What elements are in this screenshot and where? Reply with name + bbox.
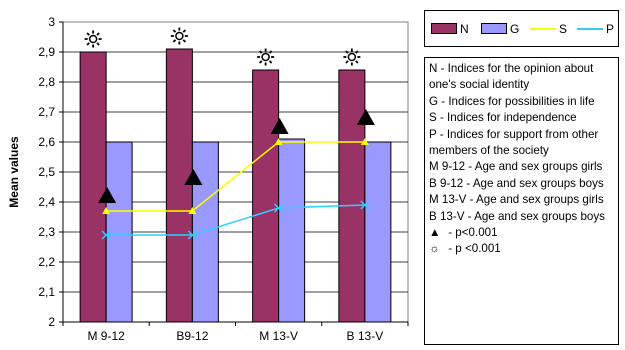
point-p <box>187 230 197 240</box>
bars <box>79 48 392 323</box>
sun-note-text: - p <0.001 <box>445 242 501 256</box>
key-lines: N - Indices for the opinion about one's … <box>429 61 614 225</box>
y-axis-ticks: 2 2,1 2,2 2,3 2,4 2,5 2,6 2,7 2,8 2,9 3 <box>38 15 64 329</box>
sun-ray <box>268 50 273 54</box>
legend-label: N <box>460 21 469 36</box>
key-line: N - Indices for the opinion about one's … <box>429 62 594 92</box>
y-tick-label: 2,3 <box>38 225 55 239</box>
y-tick-label: 2,9 <box>38 45 55 59</box>
sun-ray <box>355 50 359 54</box>
line-s <box>106 141 365 212</box>
point-p <box>101 230 111 240</box>
point-s <box>360 138 369 145</box>
sun-icon <box>175 31 184 41</box>
sun-ray <box>86 32 90 36</box>
sun-ray <box>345 50 349 54</box>
key-line: B 9-12 - Age and sex groups boys <box>429 176 604 190</box>
y-tick-label: 2,8 <box>38 75 55 89</box>
triangle-marker <box>270 118 289 134</box>
y-tick-label: 2,2 <box>38 255 55 269</box>
legend-swatch <box>530 27 556 30</box>
sun-ray <box>172 29 177 33</box>
point-p <box>274 203 284 213</box>
sun-ray <box>86 42 90 46</box>
bar-n <box>79 51 107 323</box>
key-line: P - Indices for support from other membe… <box>429 127 599 158</box>
x-tick-label: B9-12 <box>176 329 208 343</box>
legend-item-p: P <box>577 11 614 46</box>
triangle-marker <box>98 187 117 203</box>
triangle-marker <box>356 109 375 125</box>
sun-icon <box>88 34 98 44</box>
y-tick-label: 3 <box>48 15 55 29</box>
lines <box>101 138 370 240</box>
key-sun-note: ☼ - p <0.001 <box>429 241 614 257</box>
bar-g <box>278 138 306 323</box>
sun-ray <box>96 42 100 46</box>
sun-ray <box>182 29 187 33</box>
point-s <box>188 207 197 214</box>
sun-ray <box>172 39 177 43</box>
triangle-marker <box>184 169 203 185</box>
y-tick-label: 2 <box>48 315 55 329</box>
sun-ray <box>182 39 187 43</box>
x-axis-ticks: M 9-12 B9-12 M 13-V B 13-V <box>62 321 409 343</box>
legend-label: P <box>606 21 615 36</box>
key-line: S - Indices for independence <box>429 111 577 125</box>
sun-ray <box>258 50 263 54</box>
triangle-icon: ▲ <box>429 226 441 240</box>
bar-n <box>165 48 193 323</box>
legend-label: G <box>510 21 520 36</box>
key-line: M 13-V - Age and sex groups girls <box>429 193 604 207</box>
sun-ray <box>345 60 349 64</box>
key-line: G - Indices for possibilities in life <box>429 94 595 108</box>
legend-swatch <box>431 23 457 34</box>
x-tick-label: M 13-V <box>259 329 298 343</box>
sun-ray <box>96 32 100 36</box>
point-p <box>360 200 370 210</box>
triangle-note-text: - p<0.001 <box>445 226 498 240</box>
sun-ray <box>268 60 273 64</box>
y-tick-label: 2,7 <box>38 105 55 119</box>
legend-item-s: S <box>530 11 567 46</box>
bar-g <box>364 141 392 323</box>
legend-swatch <box>481 23 507 34</box>
key-line: B 13-V - Age and sex groups boys <box>429 209 605 223</box>
sun-icon <box>261 52 270 62</box>
sun-icon <box>347 52 357 62</box>
x-tick-label: B 13-V <box>347 329 384 343</box>
sun-ray <box>258 60 263 64</box>
key-panel: N - Indices for the opinion about one's … <box>424 57 619 345</box>
x-tick-label: M 9-12 <box>87 329 125 343</box>
y-tick-label: 2,6 <box>38 135 55 149</box>
point-s <box>102 207 111 214</box>
key-triangle-note: ▲ - p<0.001 <box>429 225 614 241</box>
y-tick-label: 2,1 <box>38 285 55 299</box>
y-tick-label: 2,4 <box>38 195 55 209</box>
annotations <box>84 27 375 203</box>
sun-ray <box>355 60 359 64</box>
bar-n <box>252 69 280 323</box>
line-p <box>106 204 365 236</box>
y-tick-label: 2,5 <box>38 165 55 179</box>
bar-g <box>105 141 133 323</box>
sun-icon: ☼ <box>429 242 440 256</box>
legend-swatch <box>577 27 603 30</box>
y-axis-label: Mean values <box>7 136 21 208</box>
legend-label: S <box>559 21 568 36</box>
bar-g <box>191 141 219 323</box>
key-line: M 9-12 - Age and sex groups girls <box>429 160 603 174</box>
legend-item-n: N <box>431 11 469 46</box>
legend-item-g: G <box>481 11 519 46</box>
point-s <box>274 138 283 145</box>
bar-n <box>338 69 366 323</box>
